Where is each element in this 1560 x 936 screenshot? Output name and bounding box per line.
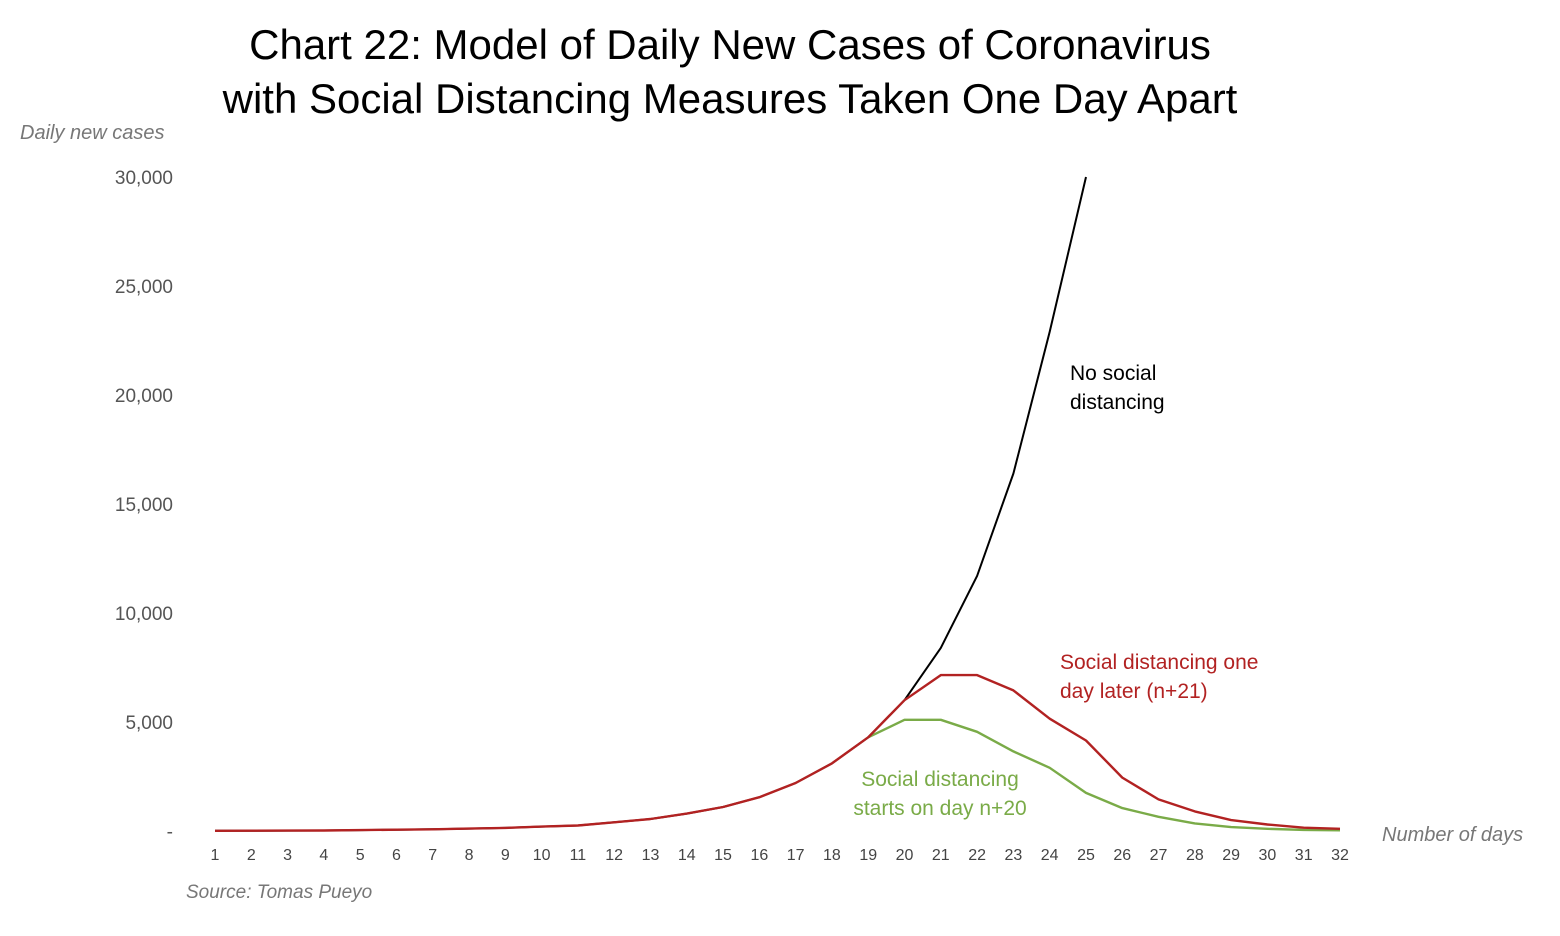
annotation-label: day later (n+21): [1060, 680, 1208, 703]
x-tick-label: 11: [570, 847, 587, 864]
annotation-label: Social distancing: [861, 768, 1019, 791]
x-tick-label: 9: [501, 847, 510, 864]
y-axis-label: Daily new cases: [20, 122, 165, 144]
x-tick-label: 7: [428, 847, 437, 864]
source-note: Source: Tomas Pueyo: [186, 882, 373, 903]
x-tick-label: 2: [247, 847, 256, 864]
annotation-label: Social distancing one: [1060, 651, 1258, 674]
x-tick-label: 14: [678, 847, 696, 864]
x-tick-label: 27: [1150, 847, 1168, 864]
x-tick-label: 20: [896, 847, 914, 864]
x-axis-ticks: 1 2 3 4 5 6 7 8 9 10 11 12 13 14 15 16 17 18 19 20 21 22 23 24 2…: [211, 847, 1349, 864]
x-tick-label: 31: [1295, 847, 1313, 864]
y-tick-label: 30,000: [115, 168, 173, 189]
x-tick-label: 10: [533, 847, 551, 864]
y-tick-label: 25,000: [115, 277, 173, 298]
x-tick-label: 16: [750, 847, 768, 864]
annotation-label: starts on day n+20: [853, 797, 1026, 820]
series-lines: [214, 176, 1341, 832]
x-tick-label: 22: [968, 847, 986, 864]
x-tick-label: 17: [787, 847, 805, 864]
x-tick-label: 8: [465, 847, 474, 864]
y-axis-ticks: - 5,000 10,000 15,000 20,000 25,000 30,000: [115, 168, 173, 843]
y-tick-label: 10,000: [115, 604, 173, 625]
annotation-label: distancing: [1070, 391, 1165, 414]
x-tick-label: 23: [1004, 847, 1022, 864]
x-tick-label: 24: [1041, 847, 1059, 864]
series-annotations: No social distancing Social distancing one…: [853, 362, 1258, 820]
chart-title: Chart 22: Model of Daily New Cases of Co…: [0, 18, 1460, 126]
y-tick-label: 20,000: [115, 386, 173, 407]
x-tick-label: 29: [1222, 847, 1240, 864]
x-tick-label: 18: [823, 847, 841, 864]
x-tick-label: 32: [1331, 847, 1349, 864]
series-line-no-social-distancing: [214, 176, 1087, 832]
x-tick-label: 25: [1077, 847, 1095, 864]
y-tick-label: 5,000: [125, 713, 173, 734]
x-tick-label: 6: [392, 847, 401, 864]
x-tick-label: 26: [1113, 847, 1131, 864]
x-tick-label: 1: [211, 847, 220, 864]
x-tick-label: 4: [319, 847, 328, 864]
y-tick-label: 15,000: [115, 495, 173, 516]
series-line-social-distancing-one-day-later-n-21: [214, 673, 1341, 832]
chart-title-line-1: Chart 22: Model of Daily New Cases of Co…: [249, 21, 1211, 68]
x-tick-label: 30: [1259, 847, 1277, 864]
x-tick-label: 21: [932, 847, 950, 864]
annotation-label: No social: [1070, 362, 1156, 385]
x-axis-label: Number of days: [1382, 824, 1524, 846]
x-tick-label: 5: [356, 847, 365, 864]
series-line-social-distancing-starts-on-day-n-20: [867, 718, 1341, 832]
y-tick-label: -: [167, 822, 173, 843]
x-tick-label: 28: [1186, 847, 1204, 864]
x-tick-label: 12: [605, 847, 623, 864]
x-tick-label: 15: [714, 847, 732, 864]
x-tick-label: 13: [642, 847, 660, 864]
chart-title-line-2: with Social Distancing Measures Taken On…: [222, 75, 1238, 122]
x-tick-label: 19: [859, 847, 877, 864]
x-tick-label: 3: [283, 847, 292, 864]
